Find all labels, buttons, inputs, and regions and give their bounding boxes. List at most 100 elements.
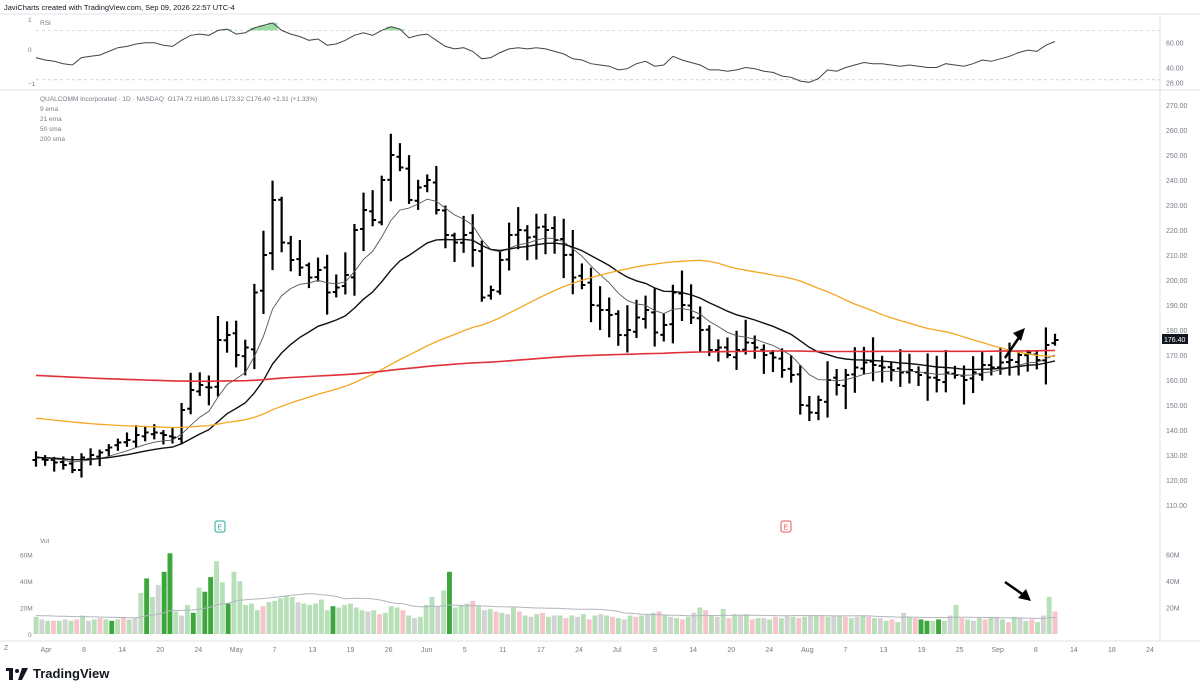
x-axis-label-28: 18: [1108, 647, 1116, 654]
volume-bar-99: [610, 616, 615, 634]
volume-right-tick-0: 60M: [1166, 553, 1180, 560]
volume-bar-172: [1035, 622, 1040, 634]
volume-bar-76: [476, 606, 481, 634]
volume-bar-18: [138, 593, 144, 634]
earnings-marker-1: [780, 520, 792, 533]
volume-bar-3: [51, 620, 56, 634]
x-axis-label-13: 17: [537, 647, 545, 654]
volume-bar-163: [982, 619, 988, 634]
chart-credit: JaviCharts created with TradingView.com,…: [4, 3, 235, 12]
volume-bar-53: [342, 604, 348, 634]
volume-bar-115: [703, 610, 709, 634]
volume-bar-140: [848, 618, 854, 634]
volume-bar-144: [872, 618, 877, 634]
volume-bar-6: [68, 620, 74, 634]
volume-bar-131: [796, 618, 802, 634]
volume-bar-47: [307, 604, 313, 634]
rsi-left-tick-2: −1: [28, 81, 36, 88]
price-tick-5: 220.00: [1166, 228, 1188, 235]
up-arrow-annotation: [1003, 335, 1022, 359]
volume-bar-161: [971, 620, 976, 634]
x-axis-label-11: 5: [463, 647, 467, 654]
volume-bar-137: [831, 615, 837, 634]
volume-bar-118: [720, 608, 726, 634]
volume-bar-69: [435, 606, 441, 634]
price-tick-0: 270.00: [1166, 103, 1188, 110]
x-axis-label-24: 25: [956, 647, 964, 654]
volume-bar-125: [761, 618, 767, 634]
volume-bar-30: [208, 577, 214, 634]
ma-label-ema21: 21 ema: [40, 116, 62, 123]
volume-bar-66: [417, 616, 423, 634]
volume-bar-130: [790, 616, 796, 634]
x-axis-label-0: Apr: [41, 647, 53, 654]
x-axis-label-2: 14: [118, 647, 126, 654]
volume-bar-120: [732, 614, 738, 634]
volume-bar-114: [697, 607, 703, 634]
volume-bar-14: [115, 619, 120, 634]
zoom-button[interactable]: Z: [4, 645, 9, 652]
volume-bar-104: [639, 615, 644, 634]
volume-bar-16: [126, 619, 132, 634]
volume-bar-160: [965, 619, 971, 634]
volume-bar-9: [86, 620, 91, 634]
price-tick-13: 140.00: [1166, 428, 1188, 435]
rsi-overbought-fill: [222, 22, 405, 31]
volume-bar-28: [196, 587, 202, 634]
volume-bar-155: [936, 619, 941, 634]
down-arrow-head: [1018, 589, 1031, 601]
price-tick-3: 240.00: [1166, 178, 1188, 185]
volume-bar-39: [260, 606, 266, 634]
volume-bar-100: [615, 618, 621, 634]
volume-bar-71: [447, 571, 452, 634]
price-tick-10: 170.00: [1166, 353, 1188, 360]
volume-bar-49: [318, 599, 324, 634]
rsi-right-tick-1: 40.00: [1166, 65, 1184, 72]
volume-bar-171: [1029, 619, 1035, 634]
volume-bar-122: [743, 614, 749, 634]
x-axis-label-21: 7: [843, 647, 847, 654]
volume-bar-162: [976, 618, 982, 634]
volume-bar-143: [866, 616, 872, 634]
price-tick-8: 190.00: [1166, 303, 1188, 310]
volume-bar-55: [353, 607, 359, 634]
volume-bar-129: [784, 615, 790, 634]
volume-bar-12: [103, 619, 109, 634]
x-axis-label-1: 8: [82, 647, 86, 654]
volume-bar-157: [947, 615, 953, 634]
down-arrow-annotation: [1004, 580, 1026, 598]
x-axis-label-20: Aug: [801, 647, 814, 654]
price-tick-11: 160.00: [1166, 378, 1188, 385]
volume-bar-174: [1046, 597, 1052, 634]
volume-bar-139: [842, 616, 848, 634]
ma-label-sma50: 50 sma: [40, 126, 62, 133]
x-axis-label-10: Jun: [421, 647, 432, 654]
volume-bar-156: [941, 620, 947, 634]
volume-bar-48: [313, 603, 318, 634]
volume-bar-97: [598, 614, 604, 634]
volume-bar-35: [237, 581, 243, 634]
volume-bar-56: [359, 610, 365, 634]
volume-bar-62: [394, 607, 400, 634]
volume-bar-64: [406, 615, 412, 634]
volume-bar-19: [144, 578, 150, 634]
volume-bar-7: [74, 619, 80, 634]
volume-bar-158: [953, 604, 959, 634]
volume-bar-108: [662, 615, 668, 634]
volume-bar-84: [522, 615, 528, 634]
volume-right-tick-1: 40M: [1166, 579, 1180, 586]
price-tick-7: 200.00: [1166, 278, 1188, 285]
volume-left-tick-0: 60M: [20, 553, 33, 560]
volume-bar-81: [505, 614, 511, 634]
volume-bar-85: [528, 616, 534, 634]
volume-bar-67: [423, 604, 429, 634]
volume-bar-21: [155, 585, 161, 634]
volume-bar-41: [272, 600, 278, 634]
price-tick-4: 230.00: [1166, 203, 1188, 210]
volume-bar-13: [109, 620, 115, 634]
volume-bar-147: [889, 619, 895, 634]
volume-bar-121: [738, 615, 743, 634]
x-axis-label-22: 13: [880, 647, 888, 654]
tradingview-logo: TradingView: [6, 666, 109, 681]
